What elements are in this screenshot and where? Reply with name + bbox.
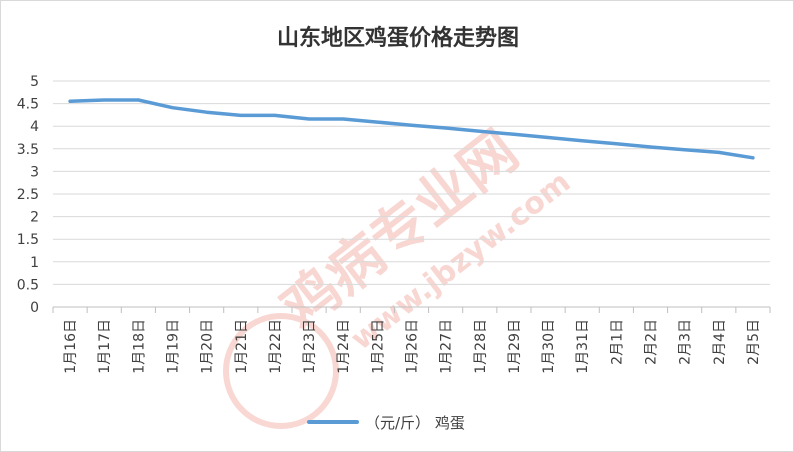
x-tick-label: 2月1日 <box>609 319 625 365</box>
y-tick-label: 0.5 <box>17 277 39 293</box>
y-tick-label: 2 <box>30 210 39 226</box>
x-tick-label: 1月18日 <box>131 319 147 374</box>
y-tick-label: 3 <box>30 164 39 180</box>
x-tick-label: 1月30日 <box>541 319 557 374</box>
watermark: 鸡病专业网 www.jbzyw.com <box>223 118 577 429</box>
x-tick-label: 1月21日 <box>234 319 250 374</box>
gridlines <box>53 80 770 308</box>
chart-title: 山东地区鸡蛋价格走势图 <box>277 25 519 51</box>
watermark-logo <box>223 313 339 429</box>
legend: （元/斤） 鸡蛋 <box>307 414 465 432</box>
x-tick-label: 1月24日 <box>336 319 352 374</box>
x-tick-label: 1月26日 <box>405 319 421 374</box>
x-tick-label: 2月3日 <box>678 319 694 365</box>
series-line-egg <box>68 98 755 160</box>
y-tick-label: 4.5 <box>17 97 39 113</box>
x-tick-label: 1月31日 <box>575 319 591 374</box>
y-tick-label: 2.5 <box>17 187 39 203</box>
x-tick-label: 1月23日 <box>302 319 318 374</box>
y-tick-label: 0 <box>30 300 39 316</box>
y-axis: 0 0.5 1 1.5 2 2.5 3 3.5 4 4.5 5 <box>17 74 39 316</box>
y-tick-label: 3.5 <box>17 142 39 158</box>
series-layer <box>68 98 755 160</box>
y-tick-label: 4 <box>30 119 39 135</box>
x-tick-label: 1月17日 <box>97 319 113 374</box>
x-tick-label: 1月25日 <box>370 319 386 374</box>
legend-label: （元/斤） 鸡蛋 <box>365 414 465 432</box>
x-tick-label: 2月5日 <box>746 319 762 365</box>
x-tick-label: 1月27日 <box>439 319 455 374</box>
x-tick-label: 2月2日 <box>644 319 660 365</box>
x-axis: 1月16日 1月17日 1月18日 1月19日 1月20日 1月21日 1月22日 1月23日… <box>52 307 771 374</box>
y-tick-label: 1.5 <box>17 232 39 248</box>
y-tick-label: 1 <box>30 255 39 271</box>
x-tick-label: 1月28日 <box>473 319 489 374</box>
x-tick-label: 1月29日 <box>507 319 523 374</box>
x-tick-label: 2月4日 <box>712 319 728 365</box>
x-tick-label: 1月16日 <box>63 319 79 374</box>
y-tick-label: 5 <box>30 74 39 90</box>
x-tick-label: 1月20日 <box>200 319 216 374</box>
x-tick-label: 1月19日 <box>166 319 182 374</box>
x-tick-label: 1月22日 <box>268 319 284 374</box>
